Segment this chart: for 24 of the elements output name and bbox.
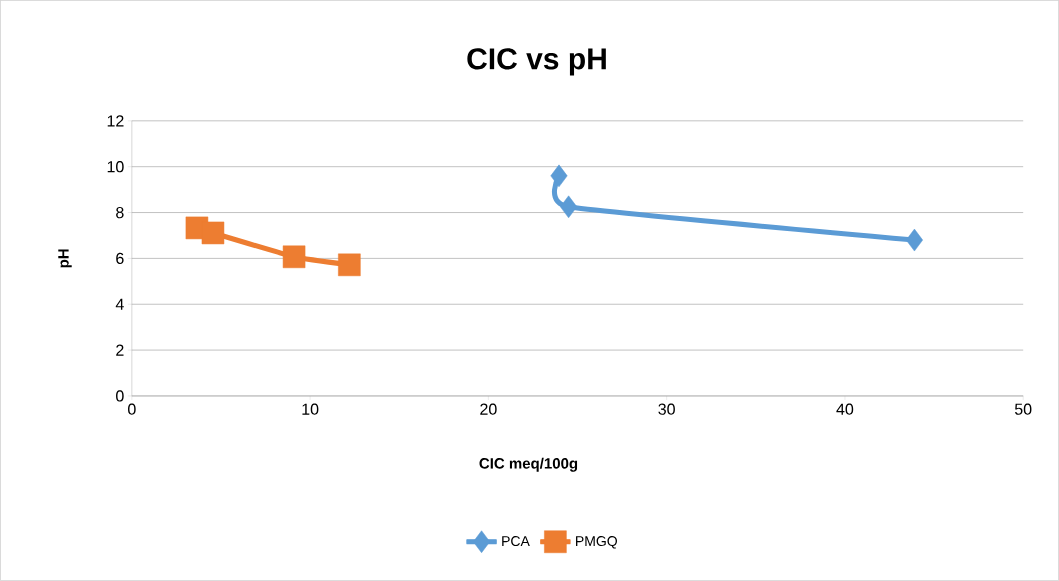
x-tick-label: 40 — [836, 403, 854, 415]
y-tick-label: 4 — [115, 298, 124, 310]
y-axis-title: pH — [58, 249, 72, 268]
y-tick-label: 10 — [107, 161, 124, 173]
y-tick-label: 6 — [116, 252, 124, 265]
point — [282, 245, 306, 269]
y-tick-label: 12 — [107, 115, 124, 127]
point — [338, 253, 361, 277]
x-tick-label: 10 — [302, 403, 319, 415]
x-axis-title: CIC meq/100g — [479, 457, 578, 472]
y-tick-label: 0 — [116, 390, 124, 402]
legend-label: PMGQ — [576, 536, 618, 549]
x-tick-label: 20 — [480, 403, 497, 415]
y-tick-label: 2 — [116, 344, 124, 356]
x-tick-label: 30 — [658, 403, 675, 415]
x-tick-label: 50 — [1014, 403, 1032, 415]
point — [905, 228, 923, 252]
x-tick-label: 0 — [128, 403, 136, 415]
point — [550, 164, 568, 188]
y-tick-label: 8 — [116, 206, 124, 219]
legend-label: PCA — [502, 536, 530, 547]
chart-title: CIC vs pH — [467, 48, 606, 76]
point — [560, 195, 578, 219]
point — [201, 221, 225, 245]
